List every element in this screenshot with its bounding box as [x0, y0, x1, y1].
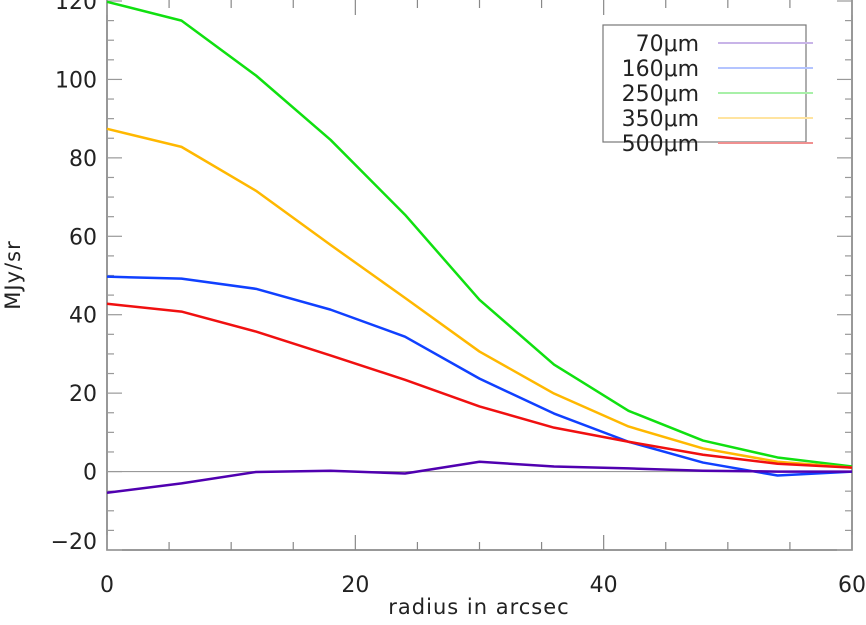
- x-tick-label: 40: [590, 573, 618, 598]
- series-line-250um: [106, 0, 853, 468]
- legend-label: 250μm: [622, 82, 699, 107]
- x-tick-label: 0: [100, 573, 114, 598]
- y-tick-label: −20: [51, 530, 97, 555]
- x-tick-label: 60: [838, 573, 866, 598]
- series-line-350um: [106, 127, 853, 469]
- y-tick-label: 100: [55, 68, 97, 93]
- y-tick-label: 0: [83, 461, 97, 486]
- legend-label: 500μm: [622, 132, 699, 157]
- legend-box: [602, 24, 807, 143]
- y-axis-label: MJy/sr: [1, 240, 25, 309]
- series-line-160um: [106, 275, 853, 477]
- y-tick-label: 120: [55, 0, 97, 15]
- x-axis-label: radius in arcsec: [388, 595, 569, 619]
- y-tick-label: 80: [69, 147, 97, 172]
- series-line-500um: [106, 302, 853, 469]
- legend-label: 70μm: [636, 32, 699, 57]
- series-line-70um: [106, 460, 852, 494]
- x-tick-label: 20: [341, 573, 369, 598]
- y-tick-label: 20: [69, 382, 97, 407]
- legend-label: 350μm: [622, 107, 699, 132]
- series-lines: [106, 0, 853, 494]
- legend-label: 160μm: [622, 57, 699, 82]
- y-tick-label: 60: [69, 225, 97, 250]
- y-tick-label: 40: [69, 304, 97, 329]
